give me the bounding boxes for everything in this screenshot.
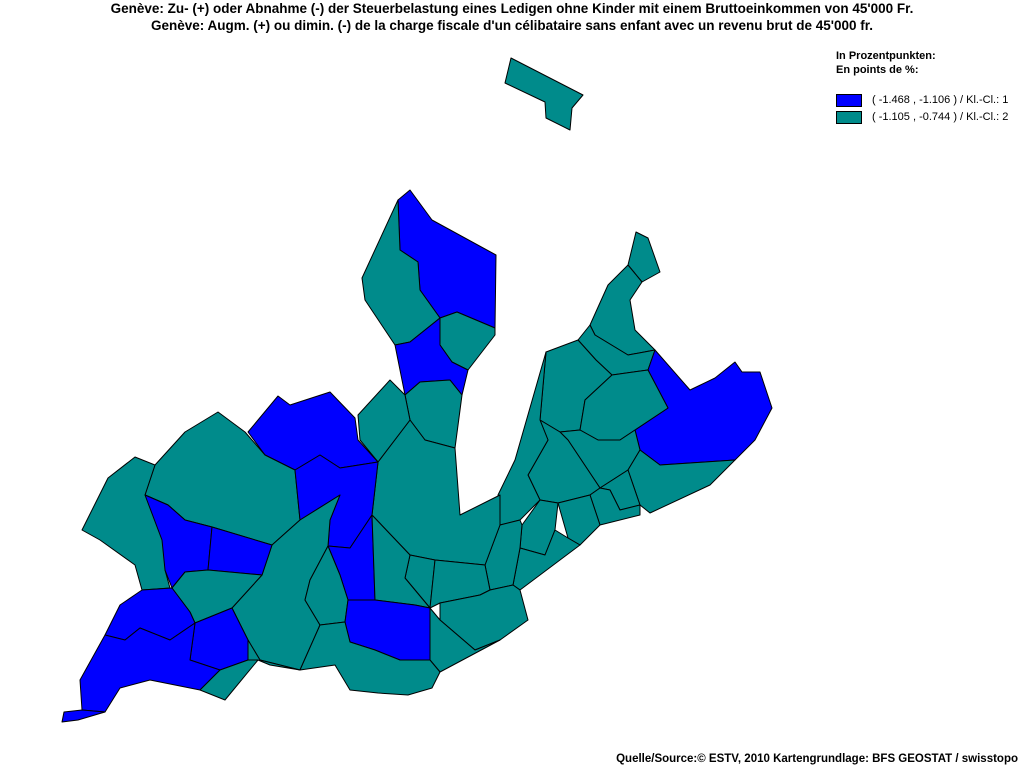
commune-region[interactable]: [627, 231, 661, 283]
legend-heading-french: En points de %:: [836, 64, 919, 76]
legend-swatch: [836, 111, 862, 124]
legend-heading-german: In Prozentpunkten:: [836, 50, 936, 62]
commune-region[interactable]: [504, 57, 584, 131]
commune-region[interactable]: [439, 584, 529, 651]
legend-swatch: [836, 94, 862, 107]
commune-region[interactable]: [299, 621, 441, 696]
commune-region[interactable]: [357, 379, 411, 463]
legend-label: ( -1.105 , -0.744 ) / Kl.-Cl.: 2: [872, 111, 1009, 123]
commune-region[interactable]: [61, 709, 106, 723]
legend-label: ( -1.468 , -1.106 ) / Kl.-Cl.: 1: [872, 94, 1009, 106]
map-title-german: Genève: Zu- (+) oder Abnahme (-) der Ste…: [110, 1, 914, 16]
commune-region[interactable]: [557, 494, 601, 546]
source-credit: Quelle/Source:© ESTV, 2010 Kartengrundla…: [616, 753, 1018, 765]
commune-region[interactable]: [199, 659, 259, 701]
map-title-french: Genève: Augm. (+) ou dimin. (-) de la ch…: [150, 18, 873, 33]
commune-region[interactable]: [497, 351, 549, 526]
